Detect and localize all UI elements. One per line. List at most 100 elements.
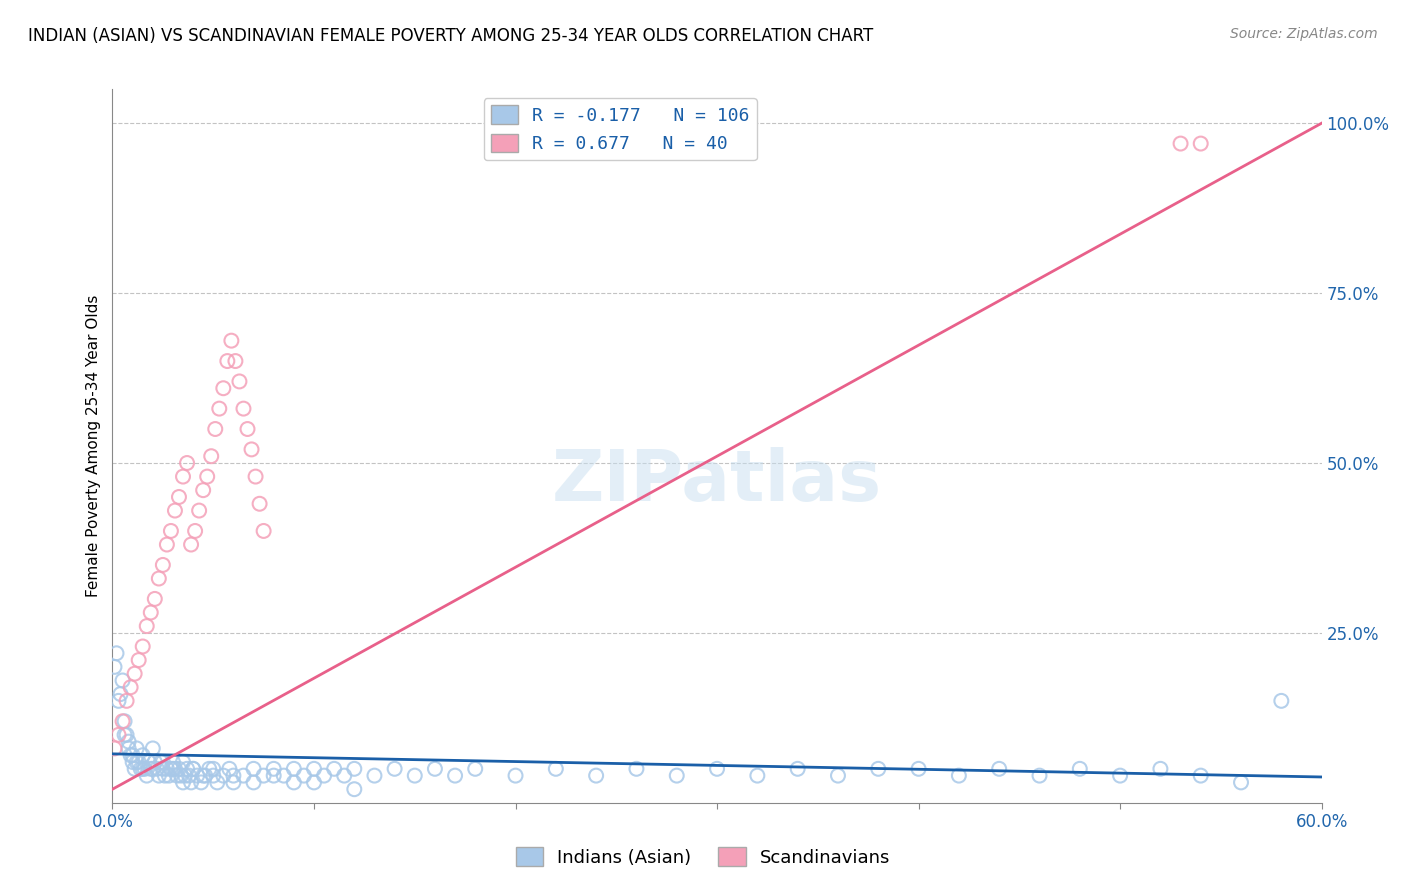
Point xyxy=(312,769,335,783)
Point xyxy=(177,769,200,783)
Point xyxy=(212,381,235,395)
Point xyxy=(176,762,198,776)
Point xyxy=(191,769,214,783)
Point xyxy=(786,762,808,776)
Point xyxy=(181,762,204,776)
Point xyxy=(202,769,225,783)
Point xyxy=(117,734,139,748)
Point xyxy=(249,497,271,511)
Point xyxy=(114,728,136,742)
Point xyxy=(143,591,166,606)
Point xyxy=(146,762,169,776)
Point xyxy=(191,483,214,498)
Point xyxy=(194,769,217,783)
Point xyxy=(665,769,688,783)
Point xyxy=(444,769,467,783)
Point xyxy=(124,762,146,776)
Point xyxy=(827,769,849,783)
Y-axis label: Female Poverty Among 25-34 Year Olds: Female Poverty Among 25-34 Year Olds xyxy=(86,295,101,597)
Point xyxy=(186,769,208,783)
Point xyxy=(263,762,285,776)
Point xyxy=(232,769,254,783)
Point xyxy=(190,775,212,789)
Point xyxy=(160,762,183,776)
Point xyxy=(156,762,179,776)
Point xyxy=(202,762,225,776)
Point xyxy=(176,456,198,470)
Point xyxy=(208,401,231,416)
Point xyxy=(120,680,142,694)
Point xyxy=(222,775,245,789)
Point xyxy=(103,660,125,674)
Point xyxy=(228,375,250,389)
Point xyxy=(135,619,157,633)
Point xyxy=(163,503,186,517)
Point xyxy=(172,775,194,789)
Point xyxy=(195,469,218,483)
Point xyxy=(1189,136,1212,151)
Point xyxy=(153,769,176,783)
Point xyxy=(343,782,366,797)
Point xyxy=(167,490,190,504)
Point xyxy=(626,762,648,776)
Point xyxy=(160,524,183,538)
Point xyxy=(142,762,165,776)
Point xyxy=(115,728,138,742)
Text: INDIAN (ASIAN) VS SCANDINAVIAN FEMALE POVERTY AMONG 25-34 YEAR OLDS CORRELATION : INDIAN (ASIAN) VS SCANDINAVIAN FEMALE PO… xyxy=(28,27,873,45)
Point xyxy=(222,769,245,783)
Point xyxy=(134,762,156,776)
Point xyxy=(111,673,134,688)
Point xyxy=(117,741,139,756)
Legend: Indians (Asian), Scandinavians: Indians (Asian), Scandinavians xyxy=(509,840,897,874)
Point xyxy=(948,769,970,783)
Point xyxy=(240,442,263,457)
Point xyxy=(135,769,157,783)
Point xyxy=(138,755,160,769)
Point xyxy=(180,775,202,789)
Point xyxy=(142,741,165,756)
Point xyxy=(333,769,356,783)
Point xyxy=(174,769,197,783)
Point xyxy=(163,762,186,776)
Point xyxy=(283,775,305,789)
Point xyxy=(162,762,184,776)
Point xyxy=(115,694,138,708)
Point xyxy=(152,558,174,572)
Point xyxy=(188,503,211,517)
Point xyxy=(107,694,129,708)
Point xyxy=(988,762,1011,776)
Point xyxy=(166,769,188,783)
Point xyxy=(868,762,890,776)
Point xyxy=(217,354,239,368)
Point xyxy=(125,755,148,769)
Point xyxy=(363,769,385,783)
Point xyxy=(128,653,150,667)
Point xyxy=(143,755,166,769)
Point xyxy=(323,762,346,776)
Point xyxy=(128,755,150,769)
Point xyxy=(105,646,128,660)
Text: ZIPatlas: ZIPatlas xyxy=(553,447,882,516)
Point xyxy=(129,762,152,776)
Point xyxy=(110,687,132,701)
Point xyxy=(103,741,125,756)
Point xyxy=(292,769,315,783)
Point xyxy=(1270,694,1292,708)
Point xyxy=(384,762,406,776)
Point xyxy=(423,762,446,776)
Point xyxy=(121,755,143,769)
Point xyxy=(253,524,276,538)
Point xyxy=(200,449,222,463)
Point xyxy=(221,334,243,348)
Point xyxy=(162,755,184,769)
Point xyxy=(157,769,180,783)
Point xyxy=(148,769,170,783)
Point xyxy=(207,775,229,789)
Point xyxy=(1069,762,1091,776)
Point xyxy=(124,666,146,681)
Point xyxy=(148,572,170,586)
Point xyxy=(544,762,567,776)
Point xyxy=(464,762,486,776)
Point xyxy=(343,762,366,776)
Point xyxy=(1028,769,1050,783)
